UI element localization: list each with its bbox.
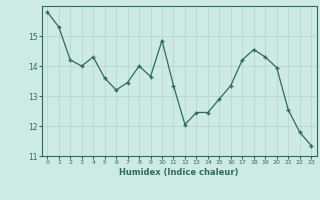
X-axis label: Humidex (Indice chaleur): Humidex (Indice chaleur) (119, 168, 239, 177)
